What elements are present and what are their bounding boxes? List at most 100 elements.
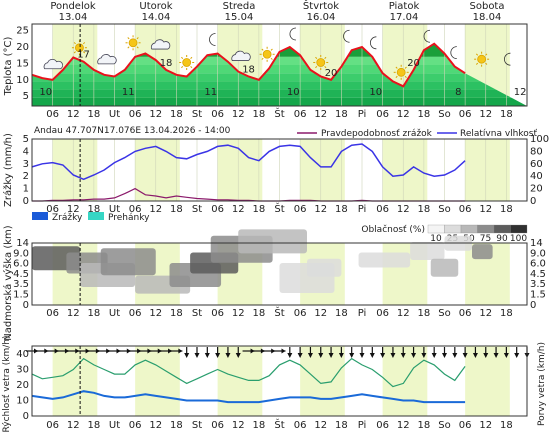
wind-arrow (170, 348, 183, 354)
x-tick-label: So (438, 204, 450, 215)
day-band (465, 139, 510, 201)
weather-icons (43, 27, 511, 80)
temperature-yticks: 5 10 15 20 25 (16, 26, 29, 103)
moon-shape (369, 36, 377, 50)
x-tick-label: Št (274, 306, 284, 319)
day-band (135, 139, 180, 201)
legend-hum-label: Relatívna vlhkosť (460, 129, 537, 139)
wind-arrow (442, 347, 447, 358)
cloud-blob (307, 258, 342, 277)
sun-ray (475, 53, 479, 56)
humidity-ytick: 40 (530, 171, 543, 182)
sun-ray (270, 57, 273, 60)
x-tick-label: 18 (418, 109, 431, 120)
x-tick-label: 12 (314, 204, 327, 215)
cloud-ytick: 9.0 (13, 248, 29, 259)
x-tick-label: 06 (376, 308, 389, 319)
precip-yticks: 54 32 10 (23, 134, 29, 207)
wind-arrow (204, 347, 210, 358)
cloud-ytick-right: 4.5 (530, 269, 546, 280)
x-tick-label: So (438, 308, 450, 319)
cloud-legend-tick: 75 (480, 234, 491, 244)
wind-arrow (390, 347, 396, 358)
wind-arrow (452, 347, 458, 358)
x-tick-label: St (192, 204, 202, 215)
gust-line (31, 357, 466, 388)
cloud-ytick: 14 (16, 238, 29, 249)
cloud-shape (231, 50, 251, 61)
x-tick-label: 06 (129, 308, 142, 319)
x-tick-label: 06 (211, 420, 224, 431)
temp-min-label: 10 (39, 87, 52, 98)
cloud-shape (97, 54, 117, 65)
moon-shape (450, 46, 457, 60)
sun-ray (324, 66, 327, 69)
wind-arrow (215, 347, 221, 358)
x-tick-label: 06 (376, 420, 389, 431)
day-band (382, 139, 428, 201)
temperature-labels: 17 18 18 20 20 21 10 11 11 10 10 8 12 (39, 0, 526, 98)
cloud-shape (43, 58, 64, 70)
precip-ytick: 1 (23, 184, 29, 195)
cloud-legend-swatch (460, 224, 478, 234)
precip-ytick: 3 (23, 159, 29, 170)
x-tick-label: Št (274, 107, 284, 120)
sun-icon (313, 54, 329, 70)
x-ticks-temp: 06 12 18 Ut 06 12 18 St 06 12 18 Št 06 12 18 Pi 06 12 18 So… (46, 107, 512, 120)
x-tick-label: Ut (109, 420, 120, 431)
wind-arrow (472, 347, 478, 358)
wind-arrow (160, 348, 173, 354)
wind-arrow (67, 348, 80, 354)
wind-yticks: 40 30 20 10 0 (16, 349, 29, 422)
x-tick-label: 12 (479, 204, 492, 215)
x-tick-label: 12 (397, 204, 410, 215)
x-tick-label: 12 (479, 109, 492, 120)
x-tick-label: St (192, 109, 202, 120)
sun-ray (127, 46, 130, 49)
x-tick-label: 12 (397, 420, 410, 431)
sun-ray (82, 42, 86, 45)
sun-ray (73, 51, 76, 54)
sun-ray (136, 46, 139, 49)
x-tick-label: St (192, 308, 202, 319)
x-tick-label: 12 (149, 420, 162, 431)
x-tick-label: 18 (88, 308, 101, 319)
humidity-line (31, 143, 466, 181)
sun-ray (395, 66, 398, 69)
wind-arrow (503, 347, 509, 358)
x-tick-label: 18 (500, 420, 513, 431)
wind-ytick: 40 (16, 349, 29, 360)
x-tick-label: 06 (294, 420, 307, 431)
cloud-ytick-right: 1.5 (530, 290, 546, 301)
wind-arrow (514, 347, 520, 358)
x-tick-label: 06 (46, 420, 59, 431)
temp-min-label: 11 (204, 87, 217, 98)
sun-ray (315, 66, 318, 69)
x-tick-label: Ut (109, 109, 120, 120)
day-date-0: 13.04 (59, 12, 88, 23)
cloud-ytick: 0 (23, 300, 29, 311)
cloud-ylabel: Nadmorská výška (km) (2, 225, 14, 340)
x-tick-label: 06 (129, 420, 142, 431)
sun-ray (73, 42, 76, 45)
wind-arrow (36, 348, 49, 354)
sun-disc (477, 54, 487, 64)
moon-shape (423, 29, 431, 43)
cloud-legend-swatch (510, 224, 528, 234)
wind-ytick: 30 (16, 365, 29, 376)
wind-arrow (98, 348, 111, 354)
temperature-frame (31, 23, 528, 107)
cloud-legend-swatch (427, 224, 445, 234)
wind-arrow (307, 347, 313, 358)
sun-disc (262, 49, 272, 59)
cloud-ytick: 3.5 (13, 279, 29, 290)
cloud-ytick-right: 3.5 (530, 279, 546, 290)
sun-ray (181, 66, 184, 69)
x-tick-label: Pi (358, 204, 367, 215)
day-headers: Pondelok 13.04 Utorok 14.04 Streda 15.04… (50, 0, 504, 23)
x-tick-label: 18 (418, 420, 431, 431)
sun-ray (261, 48, 264, 51)
wind-arrow (149, 348, 162, 354)
sun-ray (395, 75, 398, 78)
